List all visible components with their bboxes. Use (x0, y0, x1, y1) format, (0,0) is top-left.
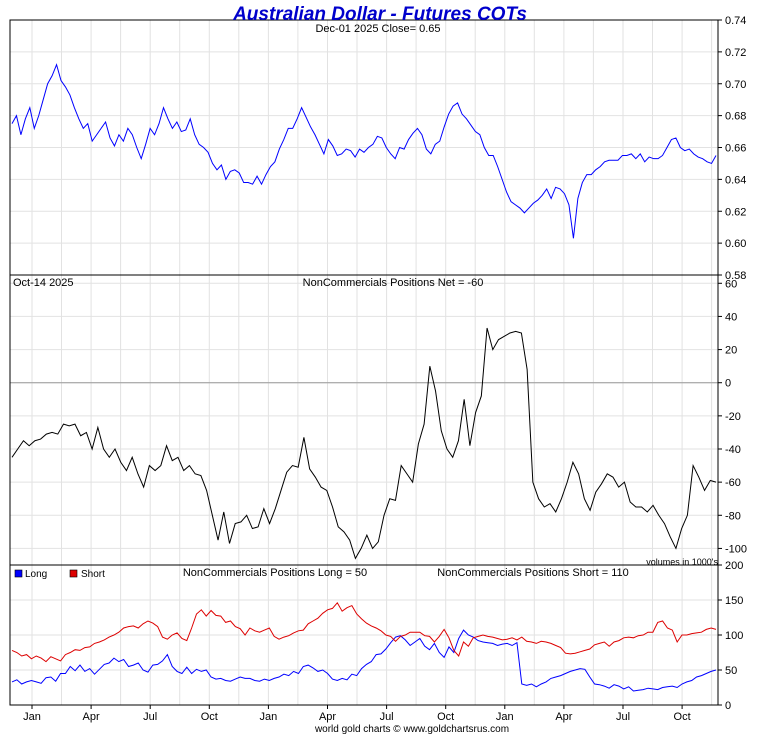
x-tick-label: Apr (555, 711, 572, 723)
y-tick-label: 40 (725, 311, 737, 323)
chart-footer: world gold charts © www.goldchartsrus.co… (314, 724, 509, 735)
x-tick-label: Jul (380, 711, 394, 723)
y-tick-label: 60 (725, 278, 737, 290)
chart-subtitle: Dec-01 2025 Close= 0.65 (315, 23, 440, 35)
y-tick-label: 0.68 (725, 111, 746, 123)
legend-short-swatch (69, 569, 78, 578)
y-tick-label: 0 (725, 378, 731, 390)
y-tick-label: 150 (725, 595, 743, 607)
y-tick-label: 0.62 (725, 206, 746, 218)
y-tick-label: 0.58 (725, 270, 746, 282)
legend-long-label: Long (25, 569, 47, 580)
x-tick-label: Jul (143, 711, 157, 723)
y-tick-label: -20 (725, 411, 741, 423)
y-tick-label: 0.60 (725, 238, 746, 250)
legend-long-swatch (14, 569, 23, 578)
volume-units-note: volumes in 1000's (646, 557, 718, 567)
panel-frame (9, 564, 719, 706)
y-tick-label: 20 (725, 345, 737, 357)
y-tick-label: -60 (725, 477, 741, 489)
chart-title: Australian Dollar - Futures COTs (232, 4, 527, 25)
short-position-series-line (11, 601, 717, 663)
long-position-series-line (11, 629, 717, 692)
y-tick-label: 50 (725, 665, 737, 677)
y-tick-label: 0.64 (725, 174, 746, 186)
x-tick-label: Oct (437, 711, 454, 723)
x-tick-label: Jan (23, 711, 41, 723)
x-tick-label: Jan (260, 711, 278, 723)
y-tick-label: 100 (725, 630, 743, 642)
x-tick-label: Jan (496, 711, 514, 723)
y-tick-label: 0 (725, 700, 731, 712)
net-panel-title: NonCommercials Positions Net = -60 (303, 277, 484, 289)
x-tick-label: Oct (674, 711, 691, 723)
x-tick-label: Apr (83, 711, 100, 723)
x-tick-label: Apr (319, 711, 336, 723)
net-panel-date: Oct-14 2025 (13, 277, 74, 289)
y-tick-label: 0.72 (725, 47, 746, 59)
short-panel-title: NonCommercials Positions Short = 110 (437, 567, 628, 579)
y-tick-label: 0.74 (725, 15, 746, 27)
y-tick-label: 200 (725, 560, 743, 572)
y-tick-label: -40 (725, 444, 741, 456)
net-position-series-line (11, 327, 717, 560)
long-panel-title: NonCommercials Positions Long = 50 (183, 567, 367, 579)
y-tick-label: -80 (725, 510, 741, 522)
x-tick-label: Oct (201, 711, 218, 723)
y-tick-label: 0.70 (725, 79, 746, 91)
x-tick-label: Jul (616, 711, 630, 723)
y-tick-label: -100 (725, 543, 747, 555)
price-series-line (11, 63, 717, 239)
y-tick-label: 0.66 (725, 143, 746, 155)
panel-frame (9, 274, 719, 566)
legend-short-label: Short (81, 569, 105, 580)
